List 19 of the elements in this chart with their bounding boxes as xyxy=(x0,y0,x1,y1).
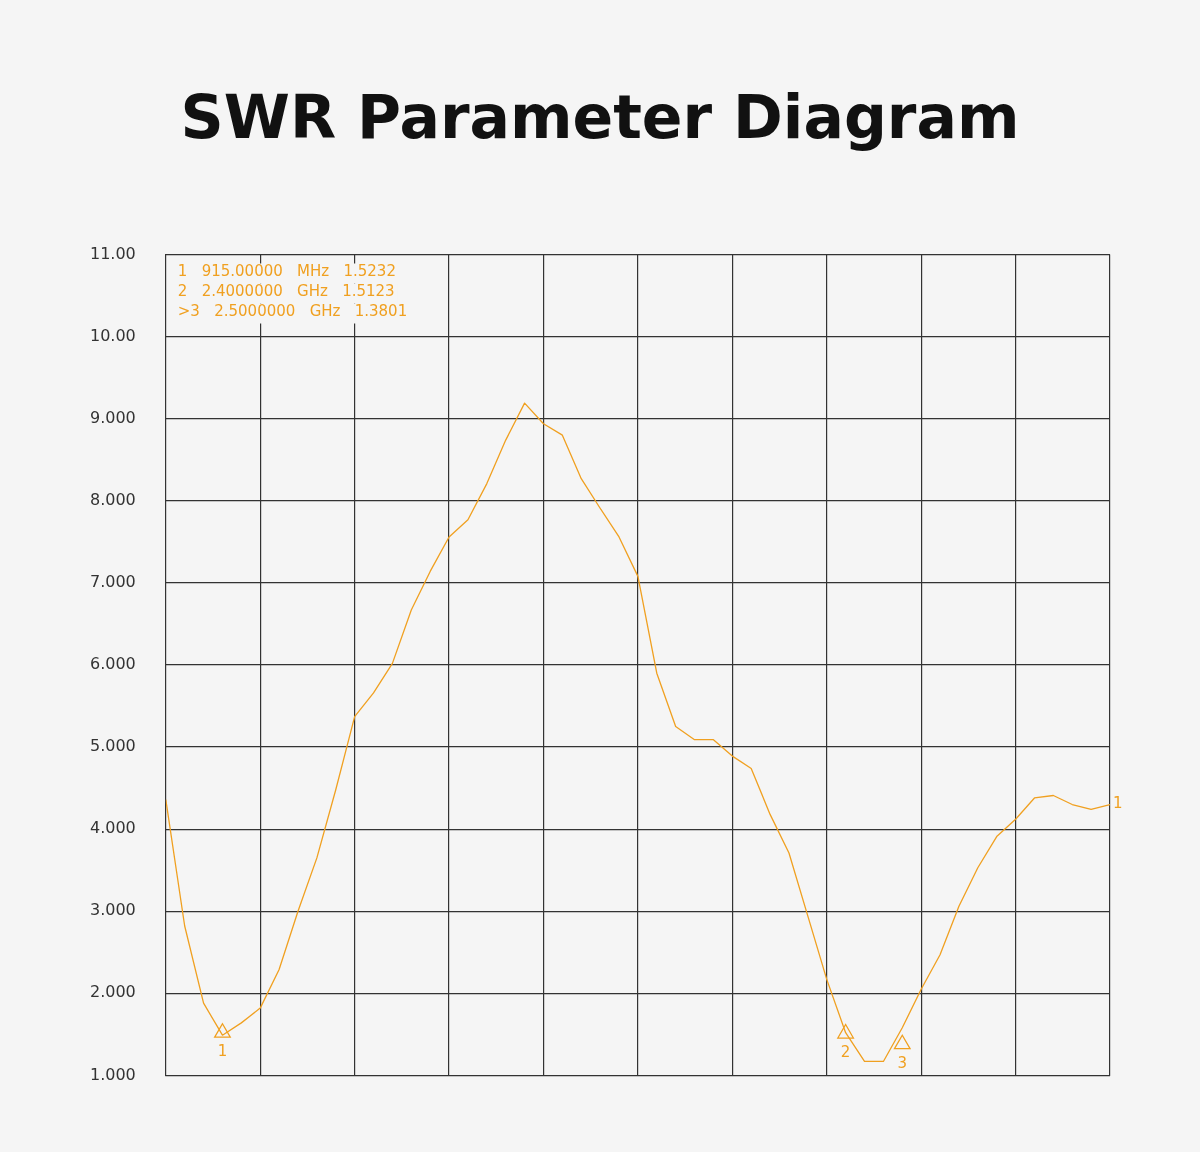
y-tick-label: 1.000 xyxy=(89,1064,136,1084)
y-tick-label: 10.00 xyxy=(89,325,136,345)
series-label: 1 xyxy=(217,1042,228,1061)
annotation: 1 915.00000 MHz 1.5232 xyxy=(177,261,396,280)
y-tick-label: 5.000 xyxy=(89,736,136,756)
y-tick-label: 2.000 xyxy=(89,982,136,1002)
y-tick-label: 11.00 xyxy=(89,243,136,263)
chart-title: SWR Parameter Diagram xyxy=(179,82,1021,152)
y-tick-label: 9.000 xyxy=(89,407,136,427)
y-tick-label: 6.000 xyxy=(89,654,136,674)
y-tick-label: 8.000 xyxy=(89,490,136,509)
series-label: 1 xyxy=(1113,794,1123,813)
annotation: >3 2.5000000 GHz 1.3801 xyxy=(177,301,408,320)
annotation: 2 2.4000000 GHz 1.5123 xyxy=(177,281,395,300)
y-tick-label: 3.000 xyxy=(89,900,136,920)
y-tick-label: 7.000 xyxy=(89,572,136,592)
series-label: 2 xyxy=(840,1042,851,1061)
y-tick-label: 4.000 xyxy=(89,818,136,838)
series-label: 3 xyxy=(897,1053,908,1072)
